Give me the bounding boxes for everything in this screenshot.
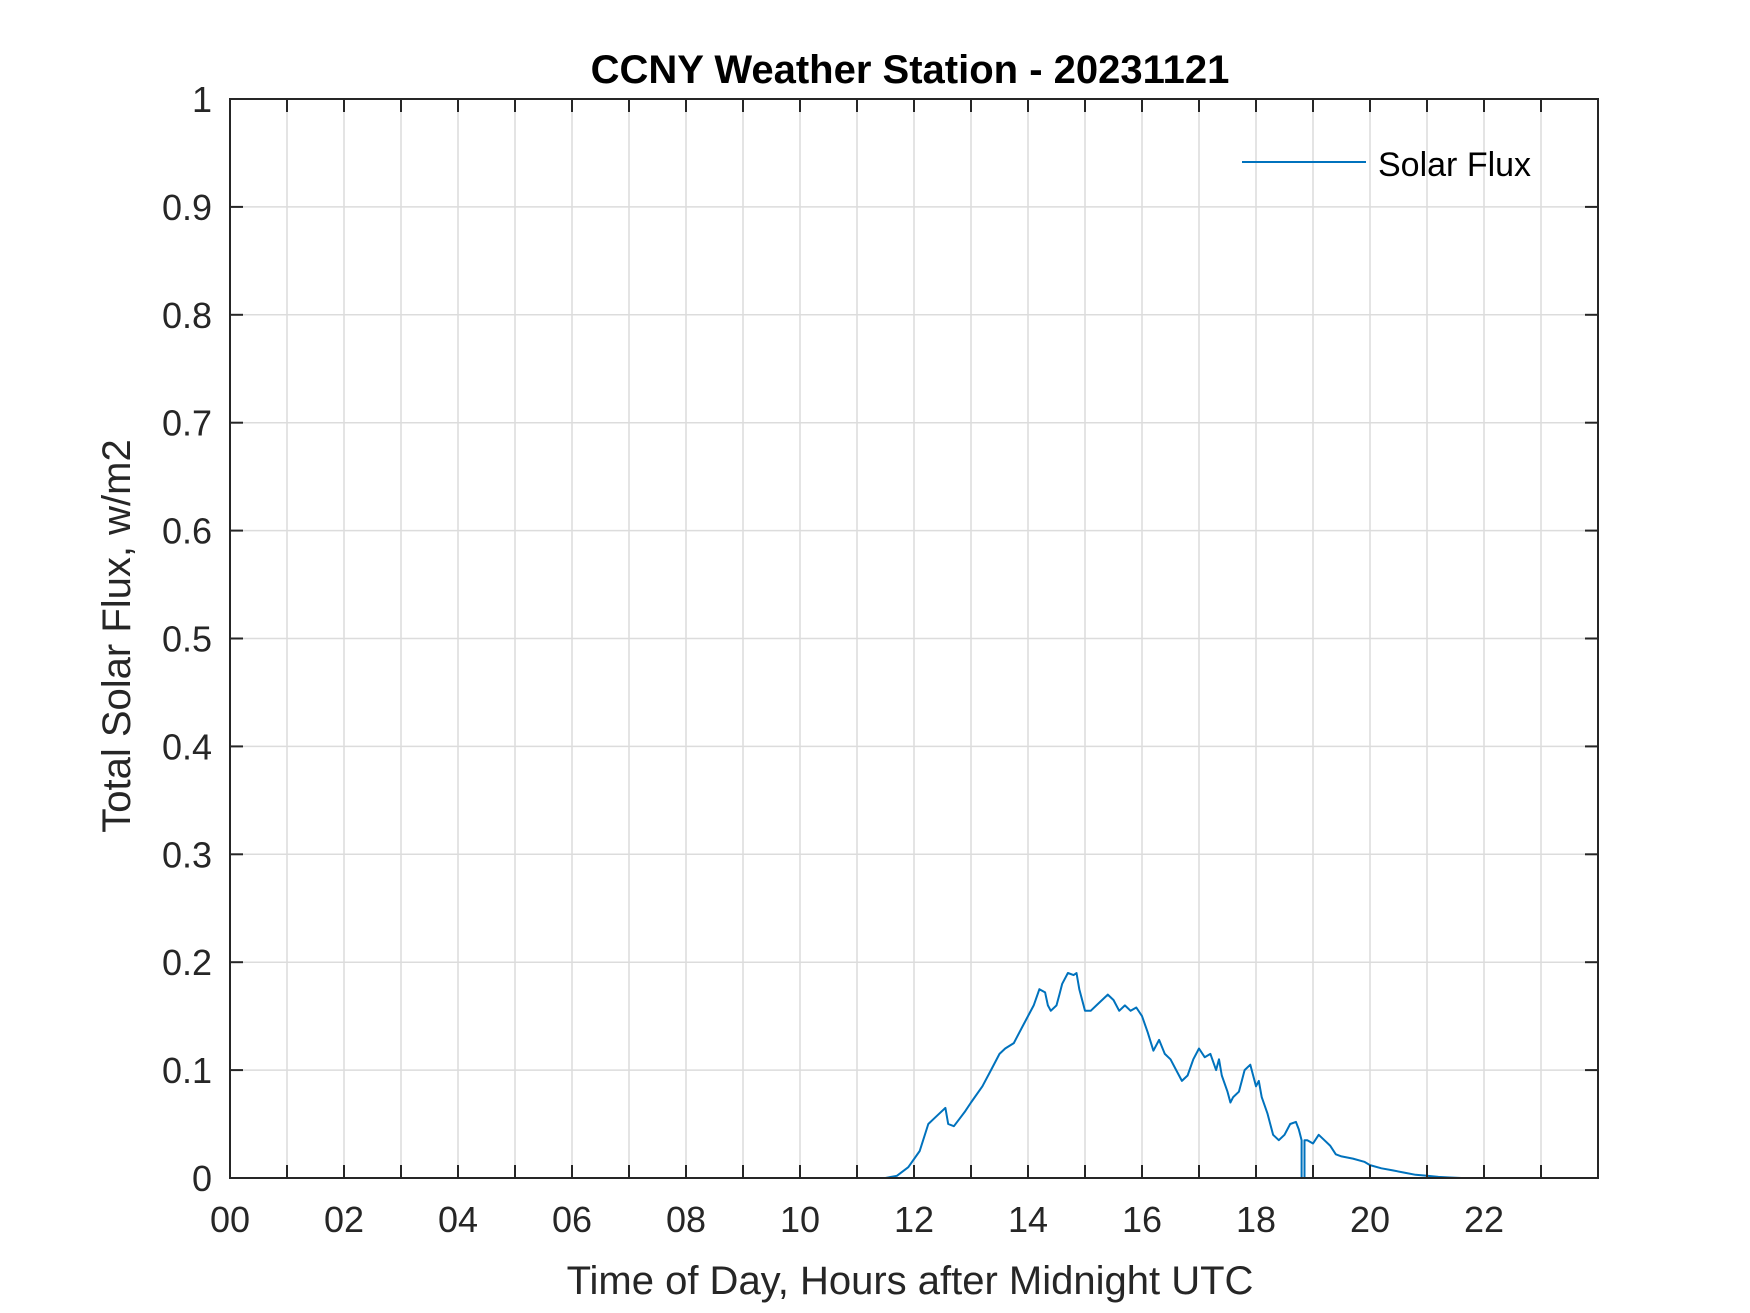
x-axis-label: Time of Day, Hours after Midnight UTC bbox=[567, 1259, 1254, 1303]
x-tick-label: 06 bbox=[552, 1199, 592, 1240]
x-tick-label: 08 bbox=[666, 1199, 706, 1240]
y-axis-label: Total Solar Flux, w/m2 bbox=[95, 439, 139, 832]
x-tick-label: 20 bbox=[1350, 1199, 1390, 1240]
y-tick-label: 0.2 bbox=[162, 942, 212, 983]
y-tick-labels: 0 0.1 0.2 0.3 0.4 0.5 0.6 0.7 0.8 0.9 1 bbox=[162, 79, 212, 1199]
y-tick-label: 0.3 bbox=[162, 834, 212, 875]
x-tick-label: 22 bbox=[1464, 1199, 1504, 1240]
series-line-solar-flux bbox=[230, 972, 1598, 1179]
y-tick-label: 0.5 bbox=[162, 619, 212, 660]
x-tick-label: 04 bbox=[438, 1199, 478, 1240]
x-tick-label: 14 bbox=[1008, 1199, 1048, 1240]
y-tick-label: 0.4 bbox=[162, 726, 212, 767]
x-tick-label: 00 bbox=[210, 1199, 250, 1240]
y-tick-label: 0.8 bbox=[162, 295, 212, 336]
x-tick-label: 12 bbox=[894, 1199, 934, 1240]
x-tick-labels: 00 02 04 06 08 10 12 14 16 18 20 22 bbox=[210, 1199, 1504, 1240]
legend[interactable]: Solar Flux bbox=[1242, 146, 1531, 184]
y-tick-label: 0.1 bbox=[162, 1050, 212, 1091]
series-layer bbox=[230, 972, 1598, 1179]
x-tick-label: 16 bbox=[1122, 1199, 1162, 1240]
y-tick-label: 1 bbox=[192, 79, 212, 120]
x-tick-label: 10 bbox=[780, 1199, 820, 1240]
legend-label-solar-flux: Solar Flux bbox=[1378, 146, 1531, 184]
y-tick-label: 0.7 bbox=[162, 403, 212, 444]
y-tick-label: 0.6 bbox=[162, 511, 212, 552]
axis-ticks bbox=[229, 98, 1598, 1179]
y-tick-label: 0.9 bbox=[162, 187, 212, 228]
y-tick-label: 0 bbox=[192, 1158, 212, 1199]
chart-title: CCNY Weather Station - 20231121 bbox=[591, 48, 1230, 92]
x-tick-label: 18 bbox=[1236, 1199, 1276, 1240]
x-tick-label: 02 bbox=[324, 1199, 364, 1240]
